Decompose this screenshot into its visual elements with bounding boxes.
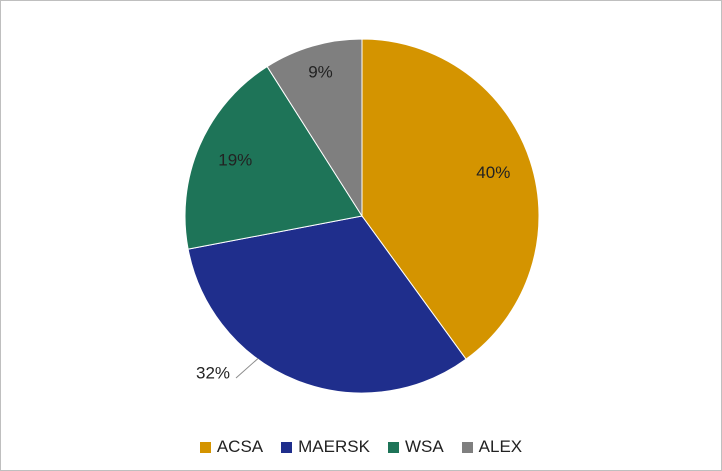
legend-label: MAERSK <box>298 437 370 456</box>
pie-slice-maersk <box>187 215 467 394</box>
legend-swatch <box>387 441 399 453</box>
pie-slice-acsa <box>361 38 540 360</box>
legend-label: WSA <box>404 437 444 456</box>
legend-item-alex: ALEX <box>461 437 523 457</box>
slice-label-alex: 9% <box>308 63 333 82</box>
slice-label-acsa: 40% <box>476 163 510 182</box>
pie-slice-alex <box>266 38 363 218</box>
legend-item-maersk: MAERSK <box>281 437 370 457</box>
leader-line <box>235 357 259 379</box>
slice-label-wsa: 19% <box>218 151 252 170</box>
legend-item-acsa: ACSA <box>199 437 264 457</box>
legend-label: ALEX <box>478 437 523 456</box>
legend-swatch <box>461 441 473 453</box>
legend-swatch <box>281 441 293 453</box>
legend: ACSA MAERSK WSA ALEX <box>1 437 721 457</box>
legend-item-wsa: WSA <box>387 437 444 457</box>
pie-slice-wsa <box>184 65 363 250</box>
legend-swatch <box>199 441 211 453</box>
slice-label-maersk: 32% <box>196 363 230 382</box>
legend-label: ACSA <box>216 437 264 456</box>
